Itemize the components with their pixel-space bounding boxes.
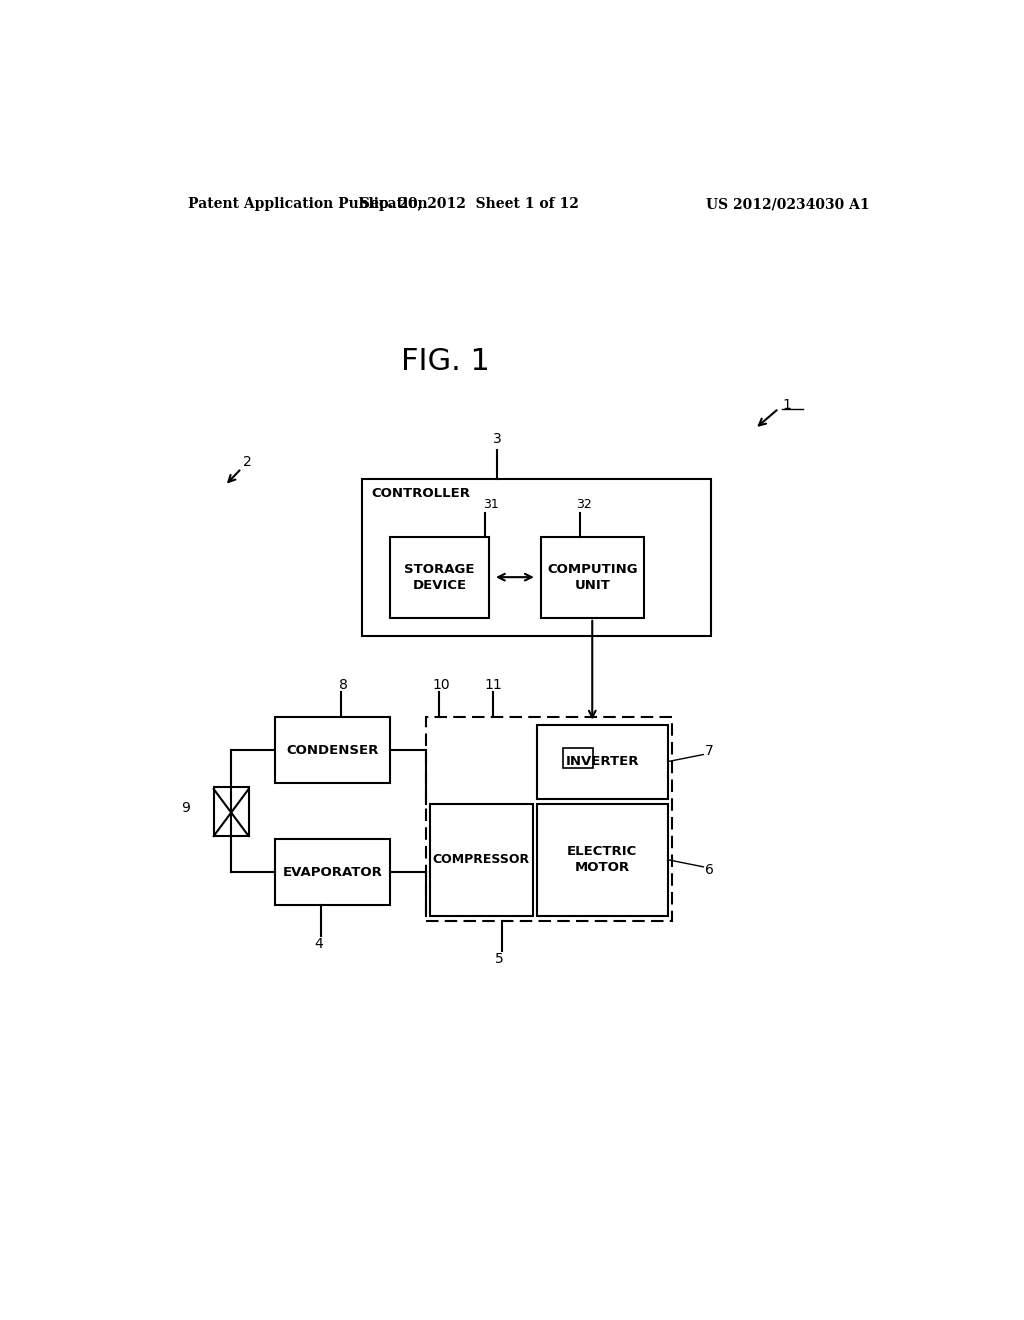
Bar xyxy=(430,804,532,916)
Bar xyxy=(563,748,593,768)
Bar xyxy=(274,840,390,906)
Text: 5: 5 xyxy=(495,952,504,966)
Bar xyxy=(274,718,390,784)
Text: COMPRESSOR: COMPRESSOR xyxy=(432,853,529,866)
Text: 4: 4 xyxy=(314,937,323,952)
Bar xyxy=(541,536,644,618)
Text: 1: 1 xyxy=(782,399,792,412)
Text: CONDENSER: CONDENSER xyxy=(286,744,379,756)
Text: EVAPORATOR: EVAPORATOR xyxy=(283,866,382,879)
Bar xyxy=(426,718,672,921)
Text: FIG. 1: FIG. 1 xyxy=(401,347,489,376)
Bar xyxy=(537,725,668,799)
Text: 11: 11 xyxy=(484,678,502,692)
Bar xyxy=(390,536,489,618)
Text: 3: 3 xyxy=(493,432,502,446)
Text: 2: 2 xyxy=(243,455,252,470)
Text: CONTROLLER: CONTROLLER xyxy=(372,487,471,500)
Text: Sep. 20, 2012  Sheet 1 of 12: Sep. 20, 2012 Sheet 1 of 12 xyxy=(359,197,579,211)
Bar xyxy=(214,787,249,836)
Text: 32: 32 xyxy=(577,498,592,511)
Text: 6: 6 xyxy=(705,863,714,876)
Text: 10: 10 xyxy=(433,678,451,692)
Text: INVERTER: INVERTER xyxy=(565,755,639,768)
Text: STORAGE
DEVICE: STORAGE DEVICE xyxy=(404,562,475,591)
Text: 9: 9 xyxy=(181,801,189,816)
Text: 8: 8 xyxy=(339,678,348,692)
Text: Patent Application Publication: Patent Application Publication xyxy=(187,197,427,211)
Text: 7: 7 xyxy=(705,744,714,759)
Text: 31: 31 xyxy=(482,498,499,511)
Text: US 2012/0234030 A1: US 2012/0234030 A1 xyxy=(707,197,870,211)
Bar xyxy=(362,479,712,636)
Bar xyxy=(537,804,668,916)
Text: COMPUTING
UNIT: COMPUTING UNIT xyxy=(547,562,638,591)
Text: ELECTRIC
MOTOR: ELECTRIC MOTOR xyxy=(567,845,637,874)
